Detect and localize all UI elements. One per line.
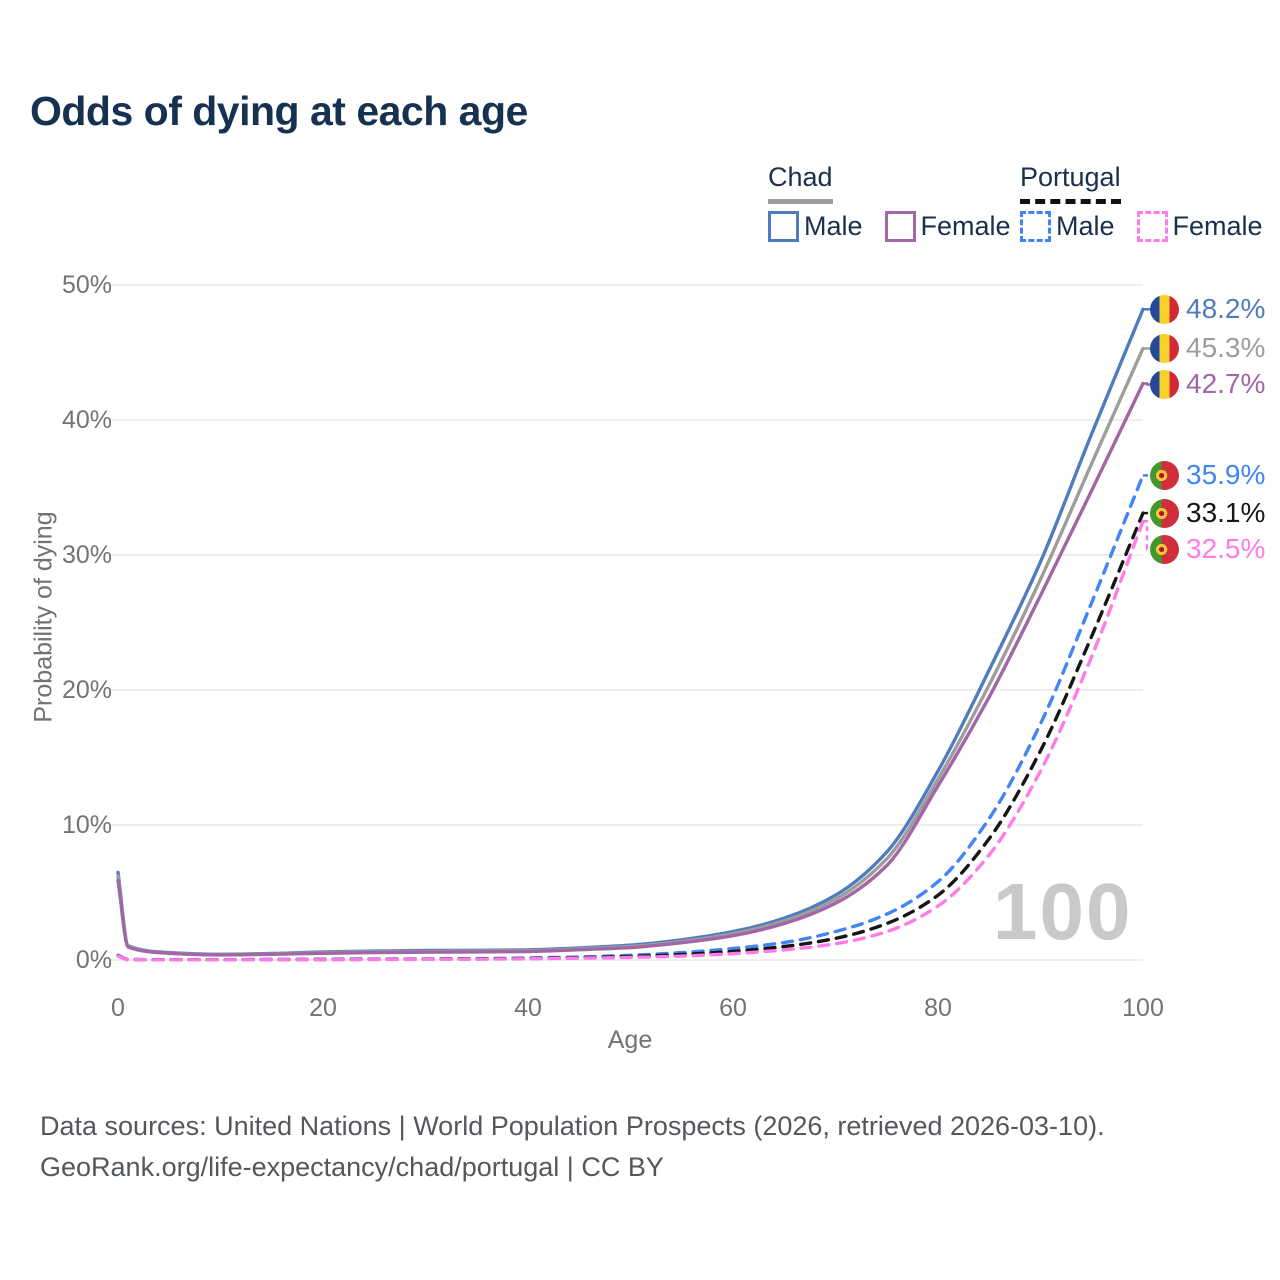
end-label-chad-both-sexes: 45.3% <box>1150 333 1265 363</box>
legend-item-label: Male <box>1056 211 1115 241</box>
legend-item-chad-female[interactable]: Female <box>884 211 1011 242</box>
portugal-flag-icon <box>1150 460 1179 490</box>
chad-flag-icon <box>1150 294 1179 324</box>
end-label-value: 48.2% <box>1186 293 1266 325</box>
legend-item-label: Male <box>804 211 863 241</box>
y-tick-label: 40% <box>61 406 112 434</box>
legend-swatch <box>1020 211 1051 242</box>
chad-flag-icon <box>1150 369 1179 399</box>
end-label-connector <box>1143 520 1150 551</box>
x-tick-label: 40 <box>514 994 542 1022</box>
end-label-chad-female: 42.7% <box>1150 369 1265 399</box>
x-tick-label: 100 <box>1122 994 1164 1022</box>
end-label-connector <box>1143 382 1150 386</box>
end-label-value: 33.1% <box>1186 497 1266 529</box>
legend-item-portugal-female[interactable]: Female <box>1136 211 1263 242</box>
end-label-value: 45.3% <box>1186 332 1266 364</box>
x-tick-label: 0 <box>111 994 125 1022</box>
x-tick-label: 60 <box>719 994 747 1022</box>
x-tick-label: 80 <box>924 994 952 1022</box>
legend-group-chad: Chad Male Female <box>768 162 1011 242</box>
y-tick-label: 30% <box>61 541 112 569</box>
end-label-value: 42.7% <box>1186 368 1266 400</box>
x-axis-title: Age <box>607 1026 653 1054</box>
y-axis-title: Probability of dying <box>29 511 58 723</box>
end-label-portugal-female: 32.5% <box>1150 534 1265 564</box>
y-tick-label: 0% <box>75 946 112 974</box>
portugal-flag-icon <box>1150 534 1179 564</box>
series-line-chad-male[interactable] <box>116 307 1145 957</box>
chart-canvas[interactable] <box>0 0 1280 1090</box>
footer-sources-line: Data sources: United Nations | World Pop… <box>40 1111 1105 1141</box>
x-tick-label: 20 <box>309 994 337 1022</box>
age-counter-watermark: 100 <box>993 867 1133 956</box>
footer: Data sources: United Nations | World Pop… <box>40 1106 1105 1188</box>
legend-swatch <box>884 211 916 242</box>
y-tick-label: 50% <box>61 271 112 299</box>
y-tick-label: 10% <box>61 811 112 839</box>
y-tick-label: 20% <box>61 676 112 704</box>
legend-item-label: Female <box>920 211 1011 241</box>
legend-country-label-chad: Chad <box>768 162 833 204</box>
end-label-chad-male: 48.2% <box>1150 294 1265 324</box>
end-label-value: 35.9% <box>1186 459 1266 491</box>
series-line-portugal-both-sexes[interactable] <box>116 511 1145 962</box>
legend-swatch <box>768 211 799 242</box>
legend-item-label: Female <box>1172 211 1263 241</box>
end-label-value: 32.5% <box>1186 533 1266 565</box>
portugal-flag-icon <box>1150 498 1179 528</box>
legend-country-label-portugal: Portugal <box>1020 162 1121 204</box>
legend-group-portugal: Portugal Male Female <box>1020 162 1263 242</box>
series-line-portugal-female[interactable] <box>116 519 1145 962</box>
end-label-portugal-both-sexes: 33.1% <box>1150 498 1265 528</box>
legend-swatch <box>1136 211 1168 242</box>
footer-url-line: GeoRank.org/life-expectancy/chad/portuga… <box>40 1152 664 1182</box>
series-line-portugal-male[interactable] <box>116 473 1145 962</box>
chad-flag-icon <box>1150 333 1179 363</box>
series-line-chad-both-sexes[interactable] <box>116 346 1145 957</box>
page-title: Odds of dying at each age <box>30 88 528 134</box>
end-label-portugal-male: 35.9% <box>1150 460 1265 490</box>
legend-item-portugal-male[interactable]: Male <box>1020 211 1115 242</box>
legend-item-chad-male[interactable]: Male <box>768 211 863 242</box>
series-line-chad-female[interactable] <box>116 381 1145 957</box>
